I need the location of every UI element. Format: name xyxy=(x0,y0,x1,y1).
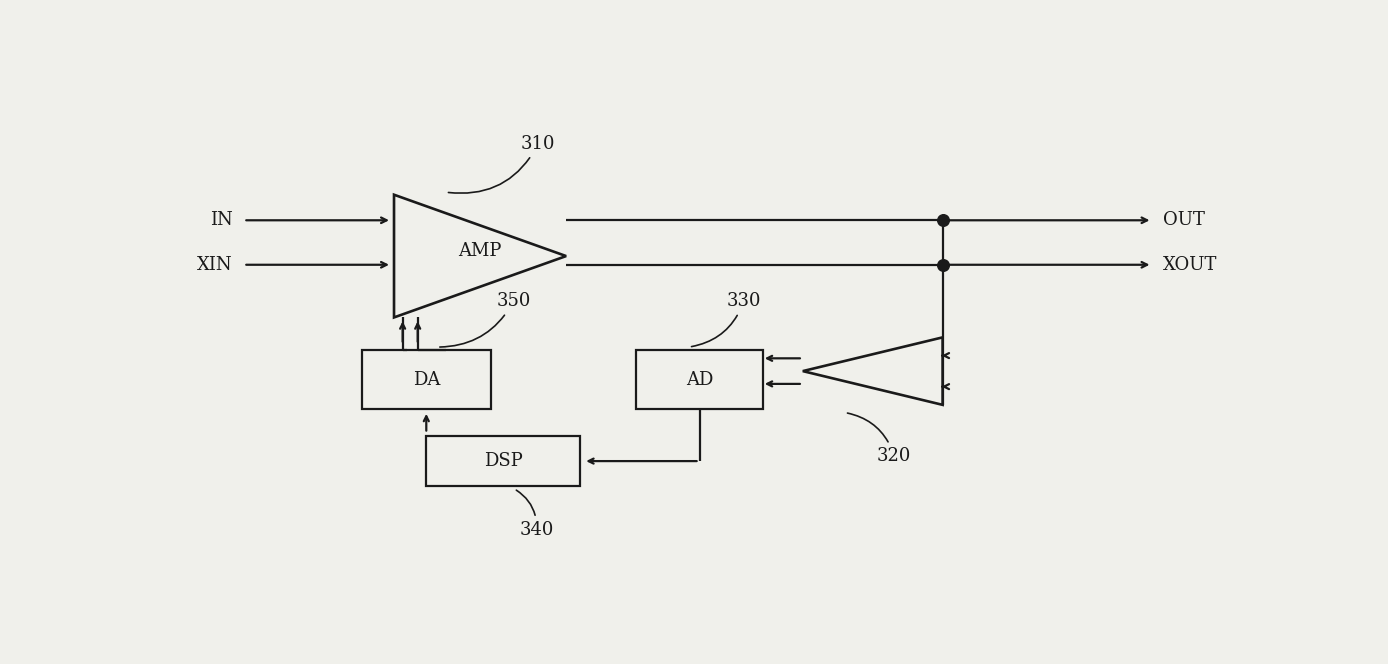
Text: DA: DA xyxy=(412,371,440,388)
Text: 350: 350 xyxy=(440,292,530,347)
Bar xyxy=(362,350,491,410)
Text: 330: 330 xyxy=(691,292,761,347)
Text: AD: AD xyxy=(686,371,713,388)
Point xyxy=(931,260,954,270)
Bar xyxy=(636,350,763,410)
Text: 320: 320 xyxy=(848,413,912,465)
Text: DSP: DSP xyxy=(484,452,522,470)
Text: OUT: OUT xyxy=(1163,211,1205,229)
Point xyxy=(931,215,954,226)
Text: XOUT: XOUT xyxy=(1163,256,1217,274)
Text: 340: 340 xyxy=(516,490,554,539)
Text: IN: IN xyxy=(210,211,233,229)
Text: 310: 310 xyxy=(448,135,555,193)
Text: AMP: AMP xyxy=(458,242,502,260)
Bar xyxy=(426,436,580,486)
Text: XIN: XIN xyxy=(197,256,233,274)
